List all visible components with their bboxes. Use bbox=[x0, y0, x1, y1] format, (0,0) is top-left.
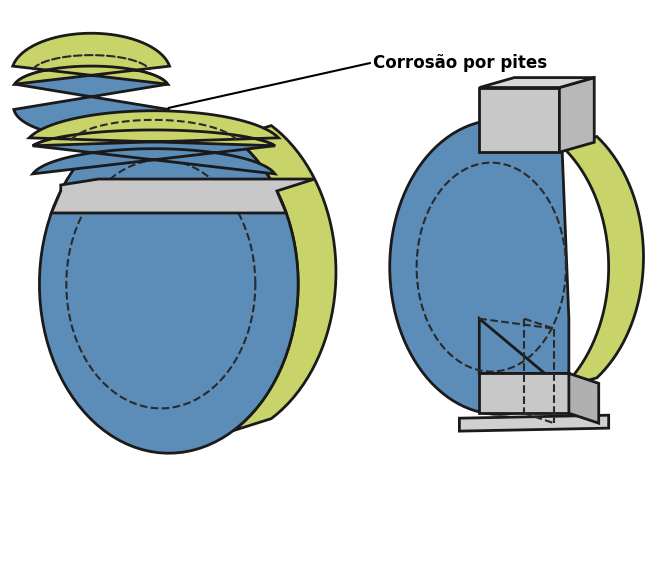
Polygon shape bbox=[390, 120, 569, 414]
Polygon shape bbox=[14, 66, 169, 137]
Polygon shape bbox=[559, 77, 594, 152]
Polygon shape bbox=[459, 415, 609, 431]
Polygon shape bbox=[562, 137, 643, 388]
Polygon shape bbox=[569, 374, 599, 423]
Polygon shape bbox=[234, 126, 336, 431]
Polygon shape bbox=[479, 77, 594, 87]
Polygon shape bbox=[13, 33, 169, 84]
Polygon shape bbox=[479, 374, 569, 413]
Polygon shape bbox=[39, 115, 298, 453]
Polygon shape bbox=[479, 87, 559, 152]
Polygon shape bbox=[29, 111, 278, 146]
Polygon shape bbox=[51, 179, 315, 213]
Polygon shape bbox=[33, 130, 275, 174]
Text: Corrosão por pites: Corrosão por pites bbox=[373, 54, 547, 72]
